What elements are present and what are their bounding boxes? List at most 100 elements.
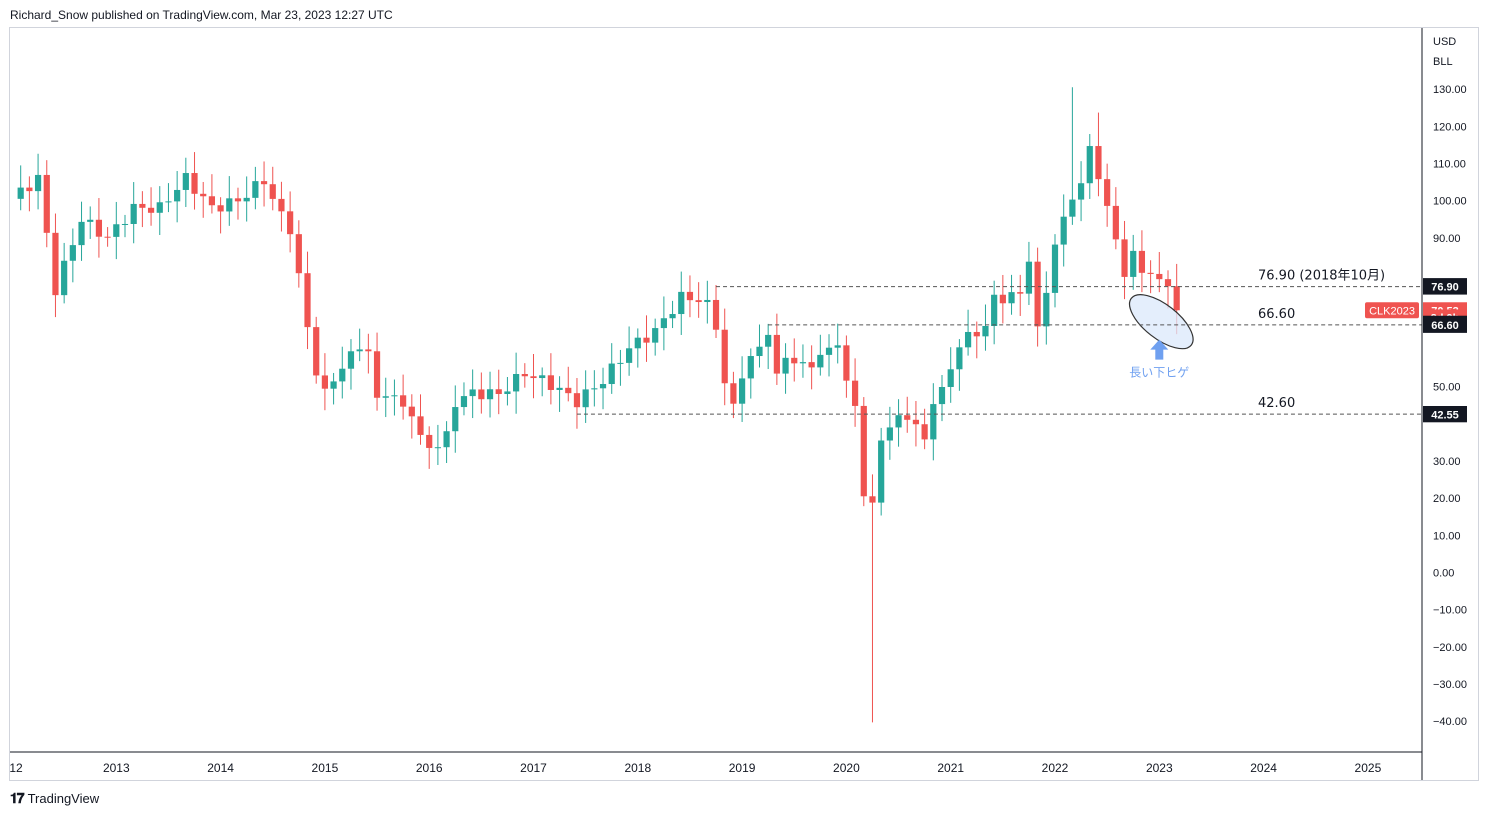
candle-body: [756, 346, 763, 357]
candle-body: [469, 389, 476, 397]
candle-body: [1138, 250, 1146, 273]
candle-body: [1086, 146, 1093, 184]
candle: [408, 394, 415, 439]
candle: [295, 220, 302, 288]
candle-body: [278, 198, 285, 212]
candle-body: [486, 389, 494, 400]
candle-body: [356, 349, 363, 352]
candle: [556, 376, 563, 412]
candle: [417, 394, 424, 445]
y-tick-label: 90.00: [1433, 233, 1461, 245]
candle: [1077, 161, 1085, 222]
price-axis-unit: USD: [1433, 36, 1456, 48]
candle: [78, 201, 85, 261]
y-tick-label: 110.00: [1433, 159, 1466, 171]
y-tick-label: 30.00: [1433, 456, 1461, 468]
candle: [886, 406, 893, 460]
candle-body: [52, 232, 59, 296]
candle-body: [530, 376, 537, 379]
price-badge-bg: [1423, 316, 1467, 333]
candle: [391, 379, 398, 416]
x-tick-label: 2017: [520, 761, 547, 775]
candle-body: [704, 299, 711, 303]
price-badge-bg: [1423, 278, 1467, 295]
candle: [808, 345, 815, 390]
symbol-badge[interactable]: CLK2023: [1365, 302, 1419, 319]
candle: [243, 176, 250, 222]
y-tick-label: −40.00: [1433, 716, 1467, 728]
candle-body: [634, 337, 641, 349]
candle: [426, 426, 433, 469]
candle-body: [1095, 146, 1102, 180]
candle-body: [1121, 239, 1128, 277]
x-tick-label: 2022: [1042, 761, 1069, 775]
candle: [1060, 194, 1067, 267]
candle: [1034, 247, 1041, 347]
candle: [95, 198, 103, 258]
candle-body: [773, 334, 780, 374]
candle: [382, 377, 389, 418]
candle-body: [226, 198, 233, 212]
price-axis-unit: BLL: [1433, 56, 1453, 68]
candle-body: [69, 245, 76, 261]
candle: [69, 228, 76, 283]
level-label-2: 42.60: [1258, 396, 1295, 411]
candle-body: [478, 389, 485, 400]
candle-body: [1077, 183, 1085, 200]
candles-layer: 長い下ヒゲ: [17, 87, 1194, 723]
candle-body: [921, 424, 928, 440]
candle-body: [121, 223, 129, 225]
candle-body: [643, 337, 650, 343]
candle-body: [287, 211, 294, 235]
candle: [843, 335, 850, 398]
candle: [200, 181, 207, 218]
candle: [782, 343, 789, 394]
candle-body: [174, 189, 181, 202]
candle: [956, 339, 963, 391]
candle: [1147, 260, 1154, 294]
candle-body: [869, 496, 876, 503]
candle: [660, 296, 667, 351]
y-tick-label: −10.00: [1433, 605, 1467, 617]
candle: [1043, 271, 1050, 345]
candle-body: [26, 187, 33, 192]
candle-body: [695, 300, 702, 303]
candle: [773, 313, 780, 385]
candle-body: [391, 395, 398, 397]
footer-brand[interactable]: 𝟏𝟕 TradingView: [10, 790, 99, 807]
candle: [530, 354, 537, 399]
candle-body: [182, 173, 189, 190]
candle-body: [660, 318, 667, 329]
candle: [478, 372, 485, 414]
candle-body: [43, 174, 50, 233]
candle-body: [130, 203, 137, 224]
candle-body: [243, 197, 250, 202]
candle: [730, 371, 737, 419]
candle: [878, 427, 885, 516]
candle: [617, 349, 624, 386]
level-label-0: 76.90 (2018年10月): [1258, 269, 1385, 284]
candle-body: [260, 181, 268, 185]
candle-body: [400, 395, 407, 407]
candle: [834, 323, 841, 364]
up-arrow-icon: [1150, 339, 1169, 360]
candle: [208, 174, 216, 214]
candle-body: [1051, 244, 1059, 293]
candle-body: [652, 328, 659, 343]
candle: [930, 383, 937, 461]
candle-body: [521, 373, 528, 377]
candle: [373, 332, 381, 411]
axes-layer: USDBLL130.00120.00110.00100.0090.0050.00…: [9, 28, 1467, 780]
x-tick-label: 2016: [416, 761, 443, 775]
candle-body: [565, 387, 572, 394]
publisher-caption: Richard_Snow published on TradingView.co…: [10, 8, 393, 22]
candle-body: [956, 347, 963, 370]
candle-body: [730, 383, 737, 404]
candle-body: [886, 427, 893, 441]
x-tick-label: 2019: [729, 761, 756, 775]
candle-body: [626, 348, 633, 363]
candle-body: [817, 354, 824, 368]
candle: [121, 214, 129, 238]
level-label-1: 66.60: [1258, 307, 1295, 322]
